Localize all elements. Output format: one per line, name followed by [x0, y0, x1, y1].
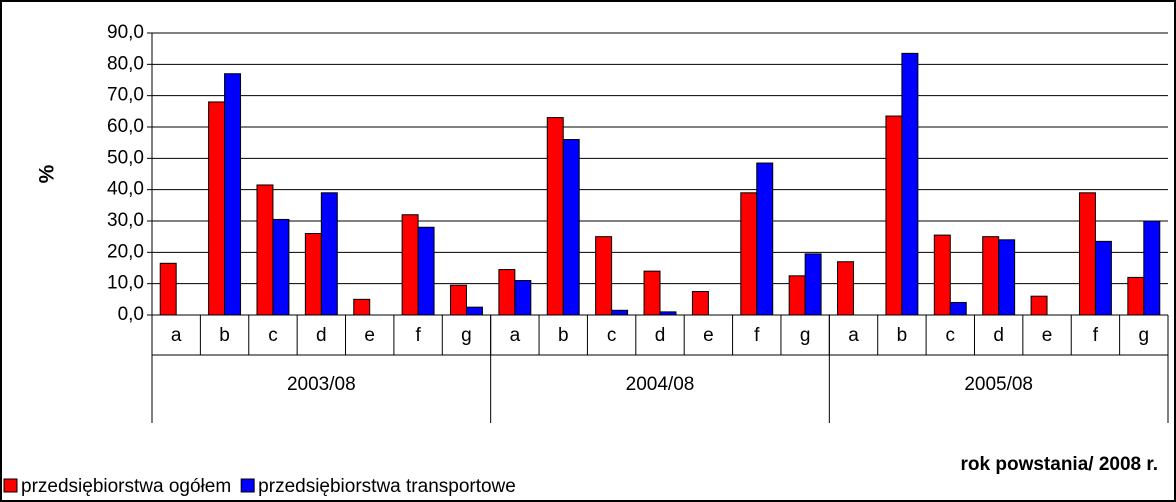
y-tick-label: 30,0 [107, 210, 144, 231]
y-tick-label: 20,0 [107, 241, 144, 262]
y-tick-label: 50,0 [107, 147, 144, 168]
bar [691, 291, 709, 316]
group-label: 2004/08 [626, 374, 695, 395]
x-tick-label: g [1139, 325, 1150, 346]
y-tick-label: 0,0 [118, 304, 144, 325]
bar [643, 270, 661, 316]
x-tick-label: d [993, 325, 1004, 346]
x-tick-label: b [897, 325, 908, 346]
bar [1143, 220, 1161, 316]
x-tick-label: c [268, 325, 278, 346]
bar [401, 214, 419, 316]
x-tick-label: f [1093, 325, 1099, 346]
x-tick-label: a [171, 325, 182, 346]
legend-swatch [3, 478, 18, 493]
x-tick-label: f [754, 325, 760, 346]
x-tick-label: e [364, 325, 375, 346]
x-tick-label: e [703, 325, 714, 346]
legend-swatch [240, 478, 255, 493]
y-tick-label: 60,0 [107, 116, 144, 137]
x-tick-label: c [607, 325, 617, 346]
y-tick-label: 80,0 [107, 53, 144, 74]
y-tick-label: 90,0 [107, 22, 144, 43]
bar [208, 101, 226, 316]
bar [1078, 192, 1096, 316]
bar [837, 261, 855, 316]
bar [562, 139, 580, 316]
bar [885, 115, 903, 316]
bar [304, 233, 322, 316]
y-tick-label: 70,0 [107, 85, 144, 106]
bar [272, 218, 290, 316]
y-axis-label: % [36, 164, 59, 183]
bar [933, 234, 951, 316]
bar [901, 52, 919, 316]
bar [514, 280, 532, 316]
bar [756, 162, 774, 316]
bar [546, 117, 564, 316]
bar [320, 192, 338, 316]
x-tick-label: d [316, 325, 327, 346]
bar [1094, 240, 1112, 316]
legend-label: przedsiębiorstwa transportowe [258, 476, 516, 497]
bar [788, 275, 806, 316]
bar [498, 269, 516, 316]
x-tick-label: f [415, 325, 421, 346]
x-tick-label: g [461, 325, 472, 346]
bar [1127, 276, 1145, 316]
x-tick-label: a [510, 325, 521, 346]
bar [611, 309, 629, 316]
x-tick-label: a [848, 325, 859, 346]
x-tick-label: b [219, 325, 230, 346]
bar [256, 184, 274, 316]
bar [417, 226, 435, 316]
bar [595, 236, 613, 316]
y-tick-label: 10,0 [107, 273, 144, 294]
x-tick-label: g [800, 325, 811, 346]
bar [224, 73, 242, 316]
bar [465, 306, 483, 316]
group-label: 2005/08 [964, 374, 1033, 395]
x-tick-label: d [655, 325, 666, 346]
bar [353, 298, 371, 316]
bar [740, 192, 758, 316]
bar [949, 301, 967, 316]
x-tick-label: b [558, 325, 569, 346]
x-tick-label: e [1042, 325, 1053, 346]
bar [998, 239, 1016, 316]
legend-label: przedsiębiorstwa ogółem [21, 476, 231, 497]
bar [450, 284, 467, 316]
bar [982, 236, 1000, 316]
bar [1030, 295, 1048, 316]
y-tick-label: 40,0 [107, 179, 144, 200]
bar [804, 253, 822, 316]
x-axis-label: rok powstania/ 2008 r. [961, 454, 1158, 475]
bar [159, 262, 177, 316]
x-tick-label: c [946, 325, 956, 346]
group-label: 2003/08 [287, 374, 356, 395]
